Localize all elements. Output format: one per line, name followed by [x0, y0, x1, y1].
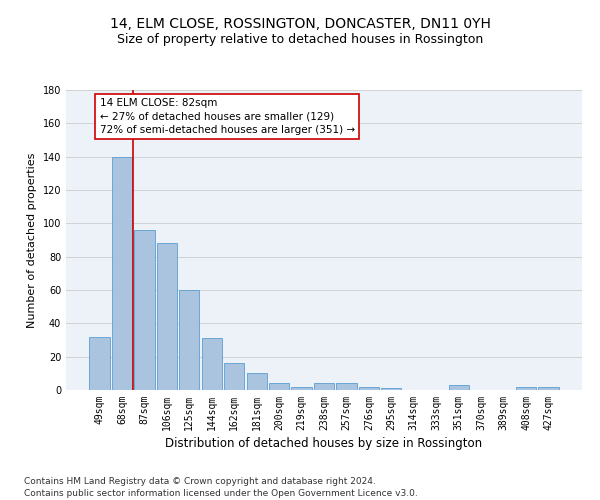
- Bar: [449, 385, 469, 390]
- Bar: [359, 386, 379, 390]
- Bar: [516, 386, 536, 390]
- Bar: [314, 384, 334, 390]
- Bar: [269, 384, 289, 390]
- X-axis label: Distribution of detached houses by size in Rossington: Distribution of detached houses by size …: [166, 437, 482, 450]
- Bar: [224, 364, 244, 390]
- Bar: [112, 156, 132, 390]
- Bar: [157, 244, 177, 390]
- Bar: [538, 386, 559, 390]
- Bar: [202, 338, 222, 390]
- Bar: [179, 290, 199, 390]
- Bar: [337, 384, 356, 390]
- Bar: [247, 374, 267, 390]
- Bar: [381, 388, 401, 390]
- Bar: [89, 336, 110, 390]
- Text: 14, ELM CLOSE, ROSSINGTON, DONCASTER, DN11 0YH: 14, ELM CLOSE, ROSSINGTON, DONCASTER, DN…: [110, 18, 490, 32]
- Text: Contains HM Land Registry data © Crown copyright and database right 2024.
Contai: Contains HM Land Registry data © Crown c…: [24, 476, 418, 498]
- Y-axis label: Number of detached properties: Number of detached properties: [27, 152, 37, 328]
- Bar: [292, 386, 311, 390]
- Text: 14 ELM CLOSE: 82sqm
← 27% of detached houses are smaller (129)
72% of semi-detac: 14 ELM CLOSE: 82sqm ← 27% of detached ho…: [100, 98, 355, 134]
- Bar: [134, 230, 155, 390]
- Text: Size of property relative to detached houses in Rossington: Size of property relative to detached ho…: [117, 32, 483, 46]
